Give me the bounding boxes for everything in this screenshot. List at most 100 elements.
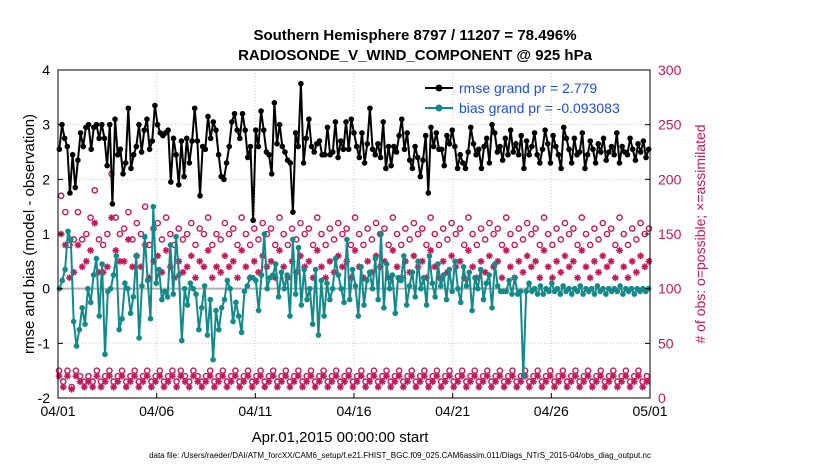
assimilated-obs-point <box>395 372 403 380</box>
rmse-point <box>406 157 413 163</box>
bias-point <box>423 302 430 308</box>
assimilated-obs-point <box>408 372 416 380</box>
possible-obs-point <box>232 367 239 374</box>
assimilated-obs-point <box>72 372 80 380</box>
bias-point <box>139 283 145 289</box>
rmse-point <box>383 165 389 172</box>
bias-point <box>554 285 561 292</box>
possible-obs-point <box>330 236 338 243</box>
assimilated-obs-point <box>362 383 369 391</box>
rmse-point <box>149 138 156 144</box>
bias-point <box>261 231 268 237</box>
rmse-point <box>136 121 142 128</box>
rmse-point <box>189 138 195 144</box>
bias-point <box>534 291 541 297</box>
rmse-point <box>444 132 450 139</box>
rmse-point <box>290 209 296 215</box>
rmse-point <box>619 143 625 150</box>
possible-obs-point <box>381 225 388 232</box>
assimilated-obs-point <box>242 263 250 271</box>
rmse-point <box>223 160 230 166</box>
rmse-point <box>324 124 331 131</box>
rmse-point <box>152 102 158 109</box>
possible-obs-point <box>561 219 569 227</box>
rmse-point <box>513 141 519 147</box>
y-tick-label: 1 <box>42 226 50 242</box>
assimilated-obs-series <box>55 214 653 393</box>
rmse-point <box>359 130 365 136</box>
assimilated-obs-point <box>112 247 120 254</box>
rmse-point <box>367 105 373 112</box>
rmse-point <box>624 151 631 158</box>
chart-title: Southern Hemisphere 8797 / 11207 = 78.49… <box>253 27 576 44</box>
assimilated-obs-point <box>389 247 397 254</box>
assimilated-obs-point <box>320 372 327 380</box>
assimilated-obs-point <box>328 378 336 385</box>
rmse-point <box>210 119 217 125</box>
rmse-point <box>329 149 336 155</box>
assimilated-obs-point <box>483 372 491 380</box>
bias-point <box>201 283 208 289</box>
possible-obs-point <box>59 378 67 385</box>
assimilated-obs-point <box>127 378 134 385</box>
rmse-point <box>276 121 283 128</box>
assimilated-obs-point <box>418 257 426 265</box>
bias-point <box>475 285 481 292</box>
assimilated-obs-point <box>76 378 84 385</box>
rmse-point <box>343 119 349 125</box>
y-tick-label: -1 <box>38 335 51 351</box>
bias-point <box>409 269 416 276</box>
assimilated-obs-point <box>177 372 185 380</box>
assimilated-obs-point <box>530 378 537 385</box>
bias-point <box>512 274 518 281</box>
bias-point <box>355 313 362 319</box>
possible-obs-point <box>477 225 485 232</box>
possible-obs-point <box>143 367 151 374</box>
rmse-point <box>146 146 153 153</box>
possible-obs-point <box>93 367 101 374</box>
assimilated-obs-point <box>122 383 130 391</box>
bias-point <box>110 272 117 278</box>
possible-obs-point <box>540 214 548 221</box>
assimilated-obs-point <box>223 383 231 391</box>
assimilated-obs-point <box>324 383 332 391</box>
possible-obs-point <box>584 367 592 374</box>
bias-point <box>142 233 148 240</box>
assimilated-obs-point <box>194 378 202 385</box>
legend-rmse-marker <box>435 84 443 92</box>
assimilated-obs-point <box>103 263 111 271</box>
rmse-series <box>56 80 652 224</box>
possible-obs-point <box>116 230 124 238</box>
assimilated-obs-point <box>357 372 365 380</box>
rmse-point <box>221 176 227 183</box>
assimilated-obs-point <box>538 383 546 391</box>
assimilated-obs-point <box>294 372 302 380</box>
rmse-point <box>616 160 623 166</box>
y2-tick-label: 200 <box>658 171 682 187</box>
bias-point <box>628 285 635 292</box>
bias-point <box>341 299 347 306</box>
assimilated-obs-point <box>131 372 139 380</box>
bias-point <box>415 258 421 265</box>
bias-point <box>378 231 384 237</box>
assimilated-obs-point <box>85 378 92 385</box>
possible-obs-point <box>616 214 623 221</box>
assimilated-obs-point <box>492 378 500 385</box>
possible-obs-point <box>364 225 371 232</box>
assimilated-obs-point <box>215 378 222 385</box>
rmse-point <box>178 138 185 144</box>
assimilated-obs-point <box>303 378 311 385</box>
rmse-point <box>396 132 402 139</box>
possible-obs-point <box>118 367 126 374</box>
possible-obs-point <box>496 367 504 374</box>
rmse-point <box>295 143 302 150</box>
possible-obs-point <box>284 241 292 249</box>
bias-point <box>418 285 424 292</box>
bias-point <box>472 274 478 281</box>
possible-obs-point <box>433 367 441 374</box>
y2-tick-label: 250 <box>658 117 682 133</box>
bias-point <box>506 277 512 284</box>
rmse-point <box>398 116 405 122</box>
rmse-point <box>101 135 108 142</box>
